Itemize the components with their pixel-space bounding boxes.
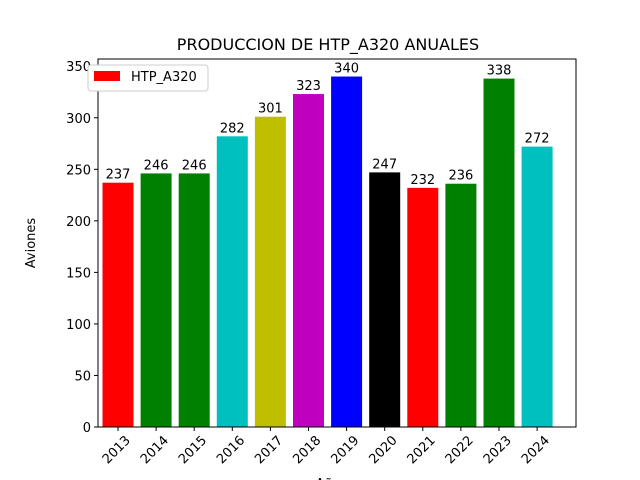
x-tick-label: 2013: [100, 433, 134, 467]
x-tick-label: 2018: [290, 433, 324, 467]
bar: [254, 116, 286, 427]
bar: [102, 182, 134, 427]
y-axis-label: Aviones: [24, 218, 39, 269]
value-label: 246: [182, 158, 207, 173]
x-tick-label: 2020: [367, 433, 401, 467]
bar: [178, 173, 210, 427]
x-tick-label: 2023: [481, 433, 515, 467]
y-tick-label: 300: [66, 112, 91, 127]
x-tick-label: 2022: [443, 433, 477, 467]
value-label: 237: [106, 168, 131, 183]
bar: [216, 136, 248, 428]
value-label: 282: [220, 121, 245, 136]
value-label: 232: [410, 173, 435, 188]
bar: [369, 172, 401, 427]
x-tick-label: 2017: [252, 433, 286, 467]
x-tick-label: 2019: [328, 433, 362, 467]
y-tick-label: 250: [66, 163, 91, 178]
value-label: 340: [334, 62, 359, 77]
value-label: 246: [144, 158, 169, 173]
bar: [521, 146, 553, 427]
bar: [407, 187, 439, 427]
legend-label: HTP_A320: [131, 70, 197, 85]
y-tick-label: 50: [74, 369, 91, 384]
value-label: 272: [525, 132, 550, 147]
bar: [483, 78, 515, 427]
y-tick-label: 100: [66, 318, 91, 333]
x-tick-label: 2021: [405, 433, 439, 467]
chart-title: PRODUCCION DE HTP_A320 ANUALES: [177, 35, 479, 55]
x-tick-label: 2015: [176, 433, 210, 467]
x-tick-label: 2016: [214, 433, 248, 467]
legend: HTP_A320: [87, 64, 209, 92]
value-label: 236: [448, 169, 473, 184]
y-tick-label: 350: [66, 60, 91, 75]
bar: [445, 183, 477, 427]
y-tick-label: 200: [66, 215, 91, 230]
plot-frame: [97, 58, 577, 428]
value-label: 301: [258, 102, 283, 117]
bar: [293, 94, 324, 428]
x-axis-label: Año: [315, 477, 340, 480]
bar: [331, 76, 363, 428]
value-label: 323: [296, 79, 321, 94]
x-tick-label: 2014: [138, 433, 172, 467]
x-tick-label: 2024: [519, 433, 553, 467]
legend-swatch: [94, 71, 120, 81]
value-label: 338: [487, 64, 512, 79]
y-tick-label: 0: [83, 421, 91, 436]
bar: [140, 173, 172, 427]
value-label: 247: [372, 157, 397, 172]
y-tick-label: 150: [66, 266, 91, 281]
